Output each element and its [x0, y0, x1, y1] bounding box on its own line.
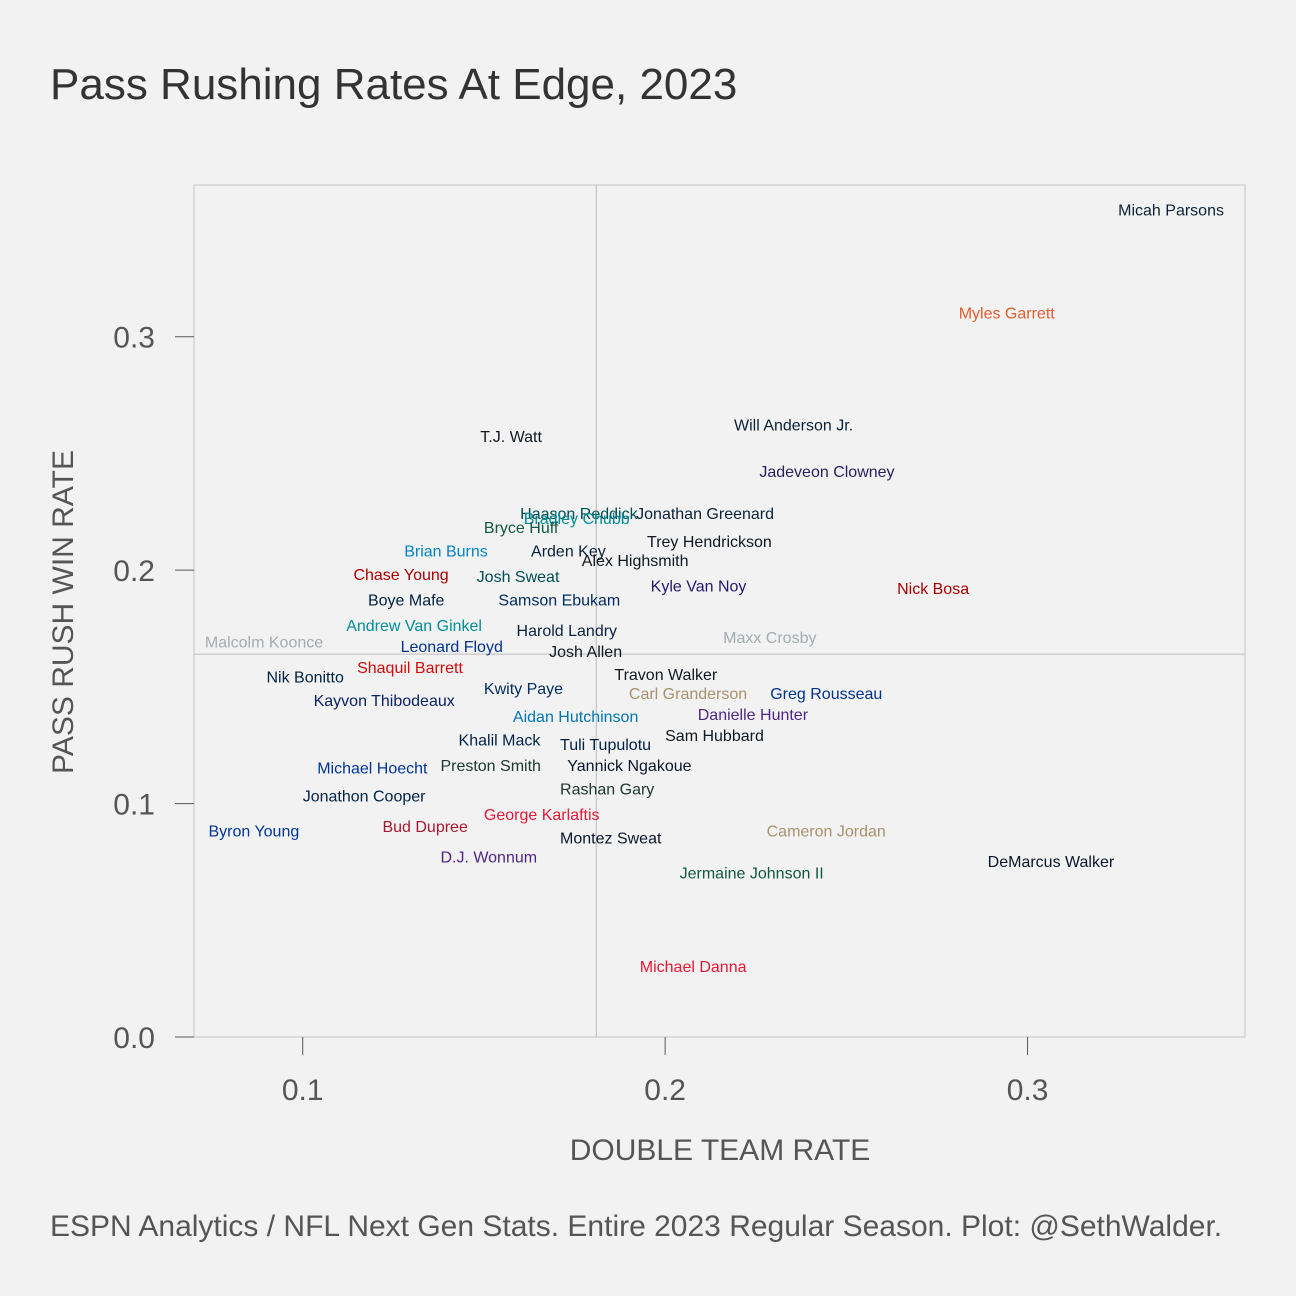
- point-label: Nick Bosa: [897, 581, 969, 598]
- point-label: Samson Ebukam: [498, 592, 620, 609]
- source-caption: ESPN Analytics / NFL Next Gen Stats. Ent…: [50, 1210, 1223, 1243]
- y-axis-title: PASS RUSH WIN RATE: [47, 450, 80, 774]
- point-label: Jonathan Greenard: [636, 506, 774, 523]
- x-axis-title: DOUBLE TEAM RATE: [570, 1134, 871, 1167]
- y-tick-label: 0.2: [113, 555, 155, 588]
- point-label: Nik Bonitto: [266, 670, 343, 687]
- point-label: Montez Sweat: [560, 831, 662, 848]
- point-label: Malcolm Koonce: [205, 635, 323, 652]
- y-tick-label: 0.0: [113, 1022, 155, 1055]
- point-label: Shaquil Barrett: [357, 660, 463, 677]
- point-label: Michael Hoecht: [317, 761, 428, 778]
- chart-title: Pass Rushing Rates At Edge, 2023: [50, 60, 738, 109]
- point-label: Bryce Huff: [484, 520, 559, 537]
- point-label: Jonathon Cooper: [303, 789, 426, 806]
- point-label: Tuli Tupulotu: [560, 737, 651, 754]
- point-label: Danielle Hunter: [698, 707, 809, 724]
- point-label: Josh Sweat: [477, 569, 560, 586]
- y-tick-label: 0.1: [113, 789, 155, 822]
- point-label: Aidan Hutchinson: [513, 709, 638, 726]
- point-label: Micah Parsons: [1118, 203, 1224, 220]
- point-label: D.J. Wonnum: [440, 849, 537, 866]
- point-label: Myles Garrett: [959, 305, 1056, 322]
- point-label: Carl Granderson: [629, 686, 747, 703]
- point-label: Haason Reddick: [520, 506, 638, 523]
- point-label: Jermaine Johnson II: [680, 866, 824, 883]
- y-tick-label: 0.3: [113, 322, 155, 355]
- point-label: Trey Hendrickson: [647, 534, 772, 551]
- point-label: Bradley Chubb: [524, 511, 630, 528]
- point-label: Preston Smith: [440, 758, 540, 775]
- point-label: Cameron Jordan: [767, 824, 886, 841]
- point-label: Yannick Ngakoue: [567, 758, 691, 775]
- point-label: Kyle Van Noy: [651, 578, 747, 595]
- point-label: Rashan Gary: [560, 782, 654, 799]
- point-label: Bud Dupree: [382, 819, 467, 836]
- point-label: Brian Burns: [404, 543, 488, 560]
- point-label: Leonard Floyd: [401, 639, 503, 656]
- point-label: Arden Key: [531, 543, 606, 560]
- point-label: Harold Landry: [517, 623, 618, 640]
- point-label: Michael Danna: [640, 959, 747, 976]
- x-tick-label: 0.1: [282, 1074, 324, 1107]
- x-tick-label: 0.2: [644, 1074, 686, 1107]
- point-label: Jadeveon Clowney: [759, 464, 894, 481]
- point-label: Josh Allen: [549, 644, 622, 661]
- point-label: T.J. Watt: [480, 429, 542, 446]
- point-label: Will Anderson Jr.: [734, 417, 853, 434]
- point-label: Boye Mafe: [368, 592, 445, 609]
- point-label: DeMarcus Walker: [988, 854, 1115, 871]
- plot-frame: [193, 184, 1246, 1038]
- point-label: Kwity Paye: [484, 681, 563, 698]
- point-label: Chase Young: [353, 567, 448, 584]
- point-label: Travon Walker: [614, 667, 718, 684]
- point-label: Sam Hubbard: [665, 728, 764, 745]
- point-label: Alex Highsmith: [582, 553, 689, 570]
- point-label: Andrew Van Ginkel: [346, 618, 482, 635]
- point-label: Kayvon Thibodeaux: [314, 693, 455, 710]
- point-label: Byron Young: [208, 824, 299, 841]
- point-label: Khalil Mack: [459, 733, 542, 750]
- x-tick-label: 0.3: [1007, 1074, 1049, 1107]
- point-label: Greg Rousseau: [770, 686, 882, 703]
- point-label: Maxx Crosby: [723, 630, 816, 647]
- point-label: George Karlaftis: [484, 807, 600, 824]
